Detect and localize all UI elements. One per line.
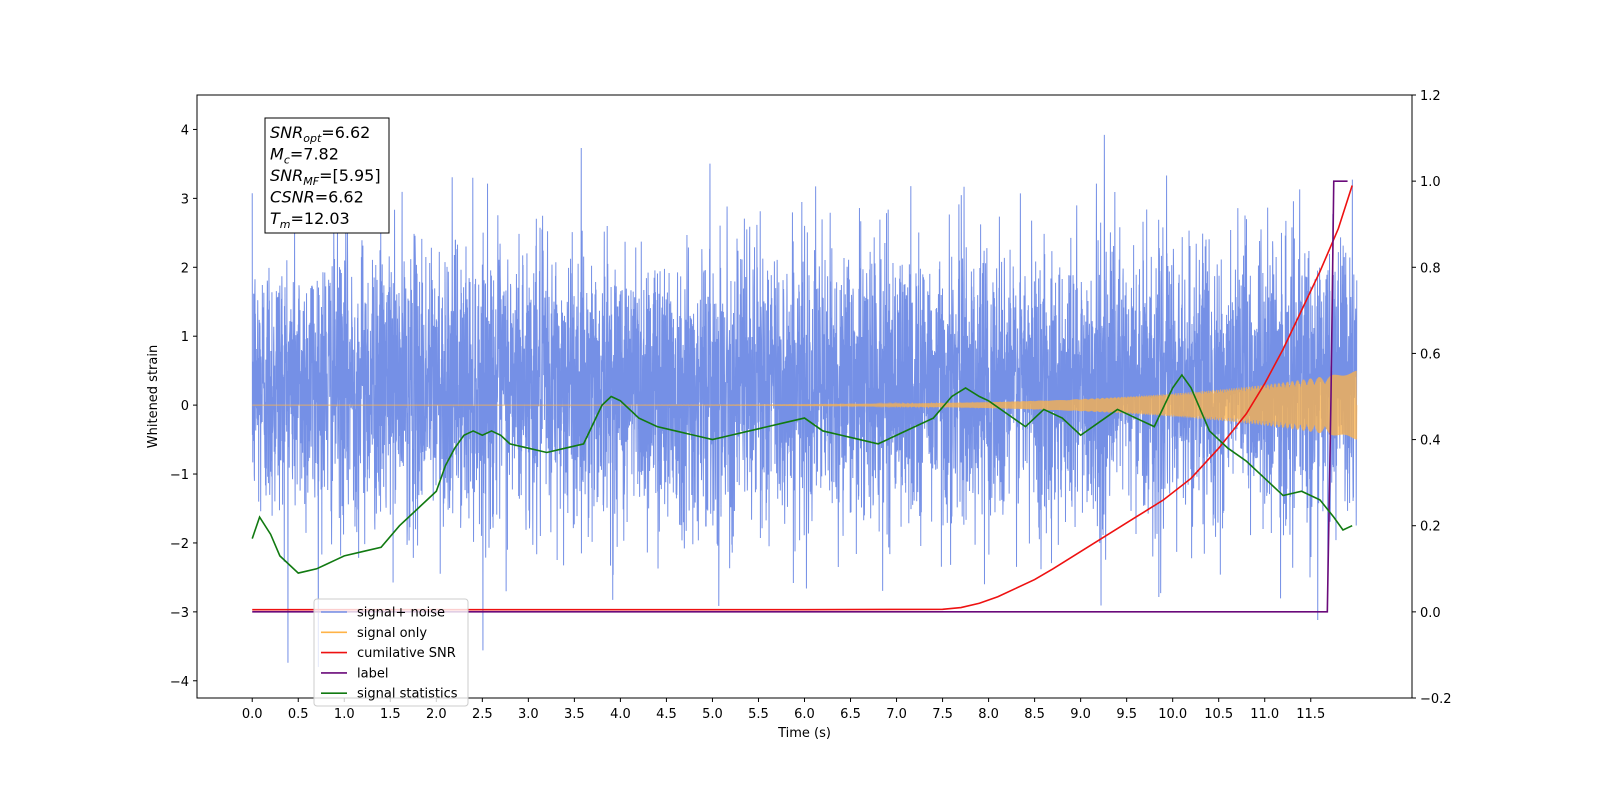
y2-tick-label: 0.0 — [1420, 606, 1441, 621]
y2-tick-label: 0.2 — [1420, 520, 1441, 535]
y2-axis-ticks: −0.2 0.0 0.2 0.4 0.6 0.8 1.0 1.2 — [1412, 89, 1452, 707]
legend-entry: signal only — [357, 626, 427, 641]
y-tick-label: −1 — [170, 468, 189, 483]
annotation-value: =[5.95] — [319, 166, 381, 185]
x-tick-label: 11.0 — [1250, 707, 1279, 722]
y2-tick-label: 0.6 — [1420, 347, 1441, 362]
annotation-line: Mc=7.82 — [270, 145, 339, 167]
annotation-box: SNRopt=6.62Mc=7.82SNRMF=[5.95]CSNR=6.62T… — [264, 117, 390, 234]
legend-entry: label — [357, 666, 388, 681]
y2-tick-label: 0.8 — [1420, 261, 1441, 276]
x-tick-label: 10.5 — [1204, 707, 1233, 722]
y-tick-label: 3 — [181, 192, 189, 207]
x-tick-label: 1.5 — [380, 707, 401, 722]
y-tick-label: −3 — [170, 606, 189, 621]
annotation-symbol: T — [270, 209, 281, 228]
annotation-value: =12.03 — [291, 209, 350, 228]
annotation-symbol: CSNR — [270, 188, 315, 207]
plot-area — [251, 134, 1358, 667]
legend: signal+ noise signal only cumilative SNR la… — [313, 598, 469, 707]
annotation-symbol: SNR — [270, 123, 303, 142]
annotation-line: SNRMF=[5.95] — [270, 166, 381, 188]
series-signal-only — [252, 370, 1358, 440]
x-tick-label: 5.0 — [702, 707, 723, 722]
annotation-subscript: m — [280, 218, 291, 231]
x-axis-label: Time (s) — [777, 726, 831, 741]
x-tick-label: 9.5 — [1116, 707, 1137, 722]
legend-entry: signal+ noise — [357, 606, 445, 621]
annotation-subscript: c — [284, 154, 290, 167]
annotation-symbol: SNR — [270, 166, 303, 185]
series-cumulative-snr — [252, 185, 1353, 611]
y-tick-label: −2 — [170, 537, 189, 552]
annotation-value: =7.82 — [290, 145, 339, 164]
x-tick-label: 6.0 — [794, 707, 815, 722]
x-tick-label: 7.5 — [932, 707, 953, 722]
annotation-frame — [264, 117, 390, 234]
x-tick-label: 2.5 — [472, 707, 493, 722]
y-tick-label: 0 — [181, 399, 189, 414]
axes-frame — [196, 94, 1413, 699]
y-axis-ticks: −4 −3 −2 −1 0 1 2 3 4 — [170, 123, 197, 690]
annotation-value: =6.62 — [321, 123, 370, 142]
annotation-line: Tm=12.03 — [270, 209, 350, 231]
legend-frame — [313, 598, 469, 707]
series-signal-noise — [251, 134, 1358, 667]
y-tick-label: 1 — [181, 330, 189, 345]
annotation-value: =6.62 — [315, 188, 364, 207]
x-tick-label: 2.0 — [426, 707, 447, 722]
x-tick-label: 1.0 — [334, 707, 355, 722]
x-tick-label: 10.0 — [1158, 707, 1187, 722]
annotation-subscript: opt — [303, 132, 322, 145]
x-tick-label: 8.5 — [1024, 707, 1045, 722]
y-axis-label: Whitened strain — [146, 345, 161, 448]
legend-entry: signal statistics — [357, 687, 458, 702]
annotation-symbol: M — [270, 145, 284, 164]
y2-tick-label: −0.2 — [1420, 692, 1452, 707]
x-tick-label: 11.5 — [1296, 707, 1325, 722]
series-signal-statistics — [251, 373, 1353, 574]
x-tick-label: 3.0 — [518, 707, 539, 722]
x-tick-label: 3.5 — [564, 707, 585, 722]
x-tick-label: 0.5 — [288, 707, 309, 722]
x-tick-label: 4.5 — [656, 707, 677, 722]
annotation-line: SNRopt=6.62 — [270, 123, 370, 145]
y-tick-label: 4 — [181, 123, 189, 138]
x-tick-label: 9.0 — [1070, 707, 1091, 722]
legend-entry: cumilative SNR — [357, 646, 456, 661]
y-tick-label: 2 — [181, 261, 189, 276]
x-axis-ticks: 0.0 0.5 1.0 1.5 2.0 2.5 3.0 3.5 4.0 4.5 5.0 5.5 6.0 6… — [242, 698, 1325, 722]
x-tick-label: 8.0 — [978, 707, 999, 722]
y-tick-label: −4 — [170, 675, 189, 690]
x-tick-label: 6.5 — [840, 707, 861, 722]
x-tick-label: 5.5 — [748, 707, 769, 722]
x-tick-label: 0.0 — [242, 707, 263, 722]
series-label — [252, 180, 1348, 613]
annotation-line: CSNR=6.62 — [270, 188, 364, 207]
x-tick-label: 4.0 — [610, 707, 631, 722]
annotation-subscript: MF — [303, 175, 319, 188]
y2-tick-label: 0.4 — [1420, 434, 1441, 449]
x-tick-label: 7.0 — [886, 707, 907, 722]
y2-tick-label: 1.2 — [1420, 89, 1441, 104]
y2-tick-label: 1.0 — [1420, 175, 1441, 190]
